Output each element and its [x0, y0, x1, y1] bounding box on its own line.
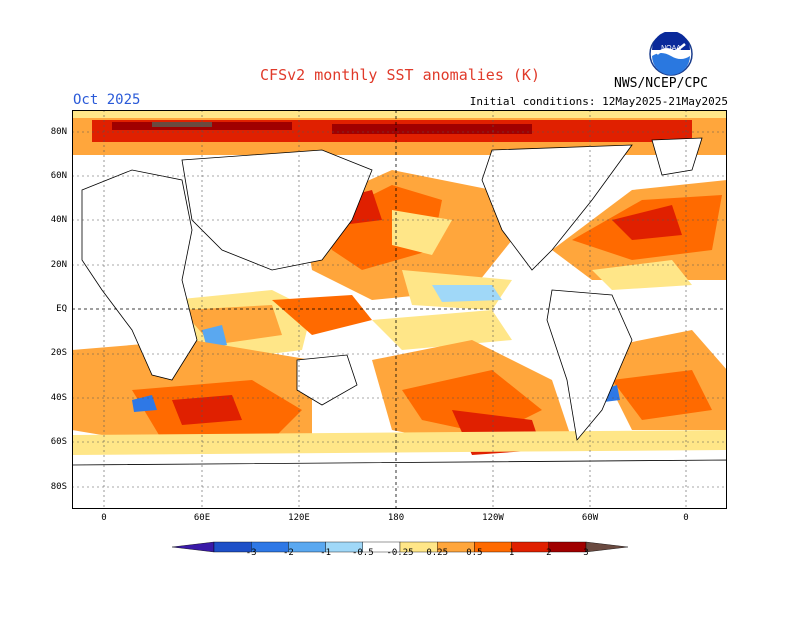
map-frame	[72, 110, 727, 509]
lat-label: 40S	[50, 393, 67, 403]
lon-label: 60E	[193, 513, 211, 523]
colorbar-arrow-high	[585, 541, 628, 553]
colorbar-arrow-low	[172, 541, 215, 553]
anomaly-southern-ocean	[72, 330, 727, 455]
anomaly-north-atlantic	[552, 180, 727, 290]
colorbar-label: 1	[508, 548, 515, 558]
colorbar-label: -2	[282, 548, 294, 558]
major-axes	[72, 110, 727, 509]
colorbar-label: -1	[320, 548, 332, 558]
lon-label: 120W	[482, 513, 504, 523]
lat-label: 20N	[50, 260, 67, 270]
noaa-logo: NOAA	[649, 32, 693, 76]
lat-label: 60N	[50, 171, 67, 181]
lon-label: 0	[101, 513, 107, 523]
colorbar	[172, 541, 628, 553]
lon-label: 120E	[288, 513, 310, 523]
lon-label: 180	[387, 513, 405, 523]
chart-title: CFSv2 monthly SST anomalies (K)	[260, 66, 540, 84]
lon-label: 60W	[581, 513, 599, 523]
initial-conditions: Initial conditions: 12May2025-21May2025	[469, 95, 728, 108]
gridlines	[72, 110, 727, 509]
sst-anomaly-map	[72, 110, 727, 509]
lat-label: 20S	[50, 348, 67, 358]
colorbar-label: 0.5	[466, 548, 483, 558]
lat-label: 60S	[50, 437, 67, 447]
colorbar-label: 2	[546, 548, 552, 558]
colorbar-label: 0.25	[426, 548, 449, 558]
colorbar-label: -0.5	[351, 548, 374, 558]
lat-label: 80S	[50, 482, 67, 492]
logo-text: NOAA	[661, 45, 681, 52]
continents	[72, 137, 727, 509]
colorbar-label: -0.25	[386, 548, 414, 558]
lat-label: 40N	[50, 215, 67, 225]
lat-label: EQ	[56, 304, 67, 314]
lon-label: 0	[683, 513, 689, 523]
colorbar-label: -3	[245, 548, 257, 558]
agency-label: NWS/NCEP/CPC	[614, 76, 708, 91]
colorbar-label: 3	[583, 548, 589, 558]
lat-label: 80N	[50, 127, 67, 137]
forecast-month: Oct 2025	[73, 92, 141, 108]
